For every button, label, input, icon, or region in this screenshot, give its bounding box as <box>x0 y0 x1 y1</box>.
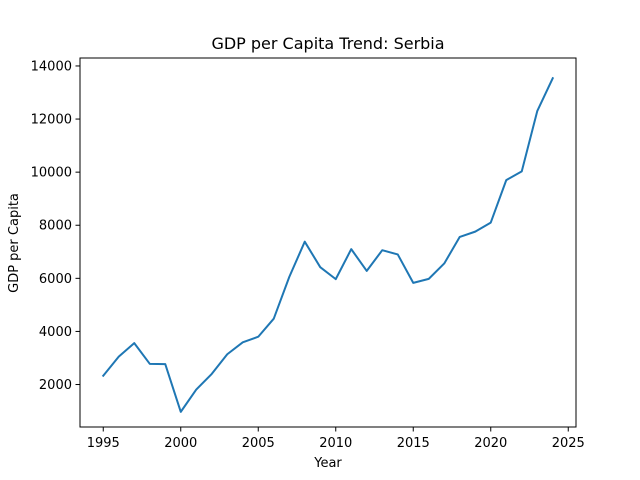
y-tick-label: 4000 <box>39 325 72 340</box>
data-series-layer <box>101 76 555 413</box>
x-tick-label: 2025 <box>552 436 585 451</box>
x-axis-title: Year <box>313 456 342 471</box>
y-tick-label: 12000 <box>31 113 72 128</box>
y-tick-label: 10000 <box>31 166 72 181</box>
x-tick-label: 2000 <box>164 436 197 451</box>
x-tick-label: 2015 <box>397 436 430 451</box>
plot-frame <box>79 57 577 428</box>
x-tick-label: 2020 <box>474 436 507 451</box>
y-tick-label: 2000 <box>39 378 72 393</box>
chart-title: GDP per Capita Trend: Serbia <box>211 34 444 53</box>
series-line <box>101 76 555 413</box>
x-tick-label: 2005 <box>242 436 275 451</box>
y-tick-label: 6000 <box>39 272 72 287</box>
x-tick-label: 1995 <box>87 436 120 451</box>
axes: 1995 2000 2005 2010 2015 2020 2025 2000 4000 6000… <box>31 57 585 451</box>
y-tick-label: 14000 <box>31 59 72 74</box>
y-axis-title: GDP per Capita <box>7 193 22 293</box>
x-tick-label: 2010 <box>319 436 352 451</box>
y-tick-label: 8000 <box>39 219 72 234</box>
